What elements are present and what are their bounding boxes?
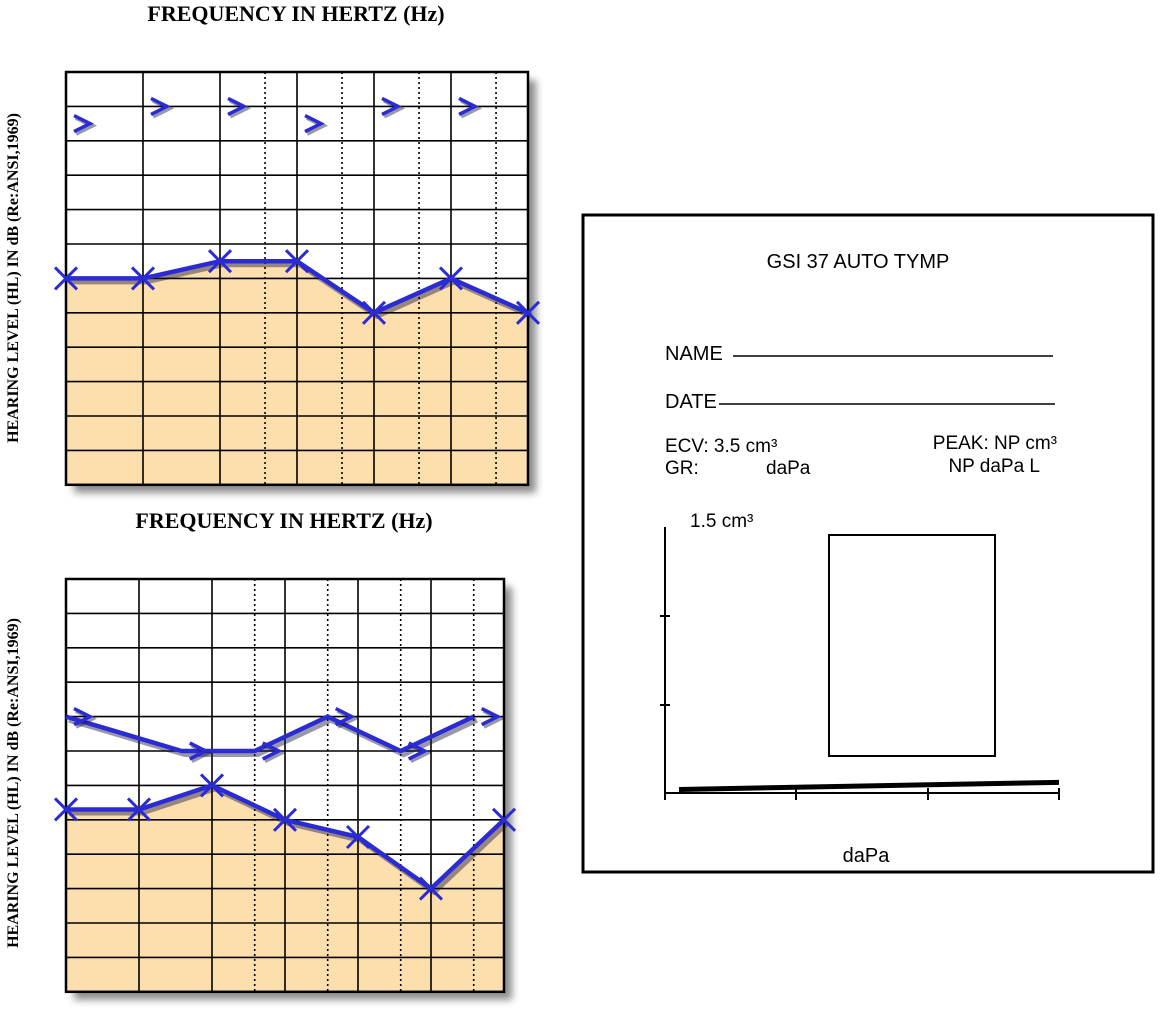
data-point-x-marker <box>418 876 444 901</box>
data-point-chevron-marker <box>73 707 94 727</box>
data-point-chevron-marker <box>458 96 479 116</box>
data-point-chevron-marker <box>188 741 210 761</box>
x-axis-label: daPa <box>843 845 891 867</box>
data-point-chevron-marker <box>304 114 325 134</box>
form-title: GSI 37 AUTO TYMP <box>767 251 950 273</box>
data-point-chevron-marker <box>381 96 402 116</box>
plot-frame <box>64 577 506 994</box>
data-point-chevron-marker <box>150 96 171 116</box>
form-border <box>581 213 1155 874</box>
data-point-chevron-marker <box>73 114 94 134</box>
series-layer <box>53 707 517 901</box>
series-layer <box>53 96 541 325</box>
date-label: DATE <box>665 391 717 413</box>
data-point-x-marker <box>284 249 310 274</box>
audiogram-bottom: FREQUENCY IN HERTZ (Hz) HEARING LEVEL (H… <box>5 508 517 1000</box>
data-point-x-marker <box>199 773 225 798</box>
gr-unit: daPa <box>766 458 811 479</box>
data-point-x-marker <box>491 807 517 832</box>
data-point-x-marker <box>515 300 541 325</box>
data-point-x-marker <box>207 249 233 274</box>
name-label: NAME <box>665 343 723 365</box>
tympanogram-form: GSI 37 AUTO TYMP NAME DATE ECV: 3.5 cm³ … <box>581 213 1155 874</box>
normal-range-box <box>828 534 996 757</box>
data-point-chevron-marker <box>334 707 356 727</box>
peak-pressure-value: NP daPa L <box>948 456 1040 477</box>
data-point-chevron-marker <box>407 741 429 761</box>
data-point-x-marker <box>130 266 156 291</box>
series-x <box>53 249 541 325</box>
trace-layer <box>678 779 1060 792</box>
series-x <box>53 773 517 901</box>
tympanogram-trace <box>678 779 1060 792</box>
data-point-x-marker <box>53 797 79 822</box>
audiogram-top: FREQUENCY IN HERTZ (Hz) HEARING LEVEL (H… <box>5 1 541 493</box>
grid <box>64 577 506 994</box>
data-point-chevron-marker <box>227 96 248 116</box>
y-axis-label: HEARING LEVEL (HL) IN dB (Re:ANSI,1969) <box>5 618 22 948</box>
series-bone-conduction <box>65 707 505 764</box>
data-point-x-marker <box>361 300 387 325</box>
data-point-x-marker <box>53 266 79 291</box>
data-point-chevron-marker <box>480 707 502 727</box>
series-bone-conduction <box>73 96 483 136</box>
audiogram-title: FREQUENCY IN HERTZ (Hz) <box>147 1 444 26</box>
peak-value: PEAK: NP cm³ <box>933 433 1057 454</box>
y-max-label: 1.5 cm³ <box>690 511 753 532</box>
data-point-x-marker <box>438 266 464 291</box>
data-point-chevron-marker <box>261 741 283 761</box>
y-axis-label: HEARING LEVEL (HL) IN dB (Re:ANSI,1969) <box>5 113 22 443</box>
data-point-x-marker <box>126 797 152 822</box>
gr-label: GR: <box>665 458 699 479</box>
data-point-x-marker <box>272 807 298 832</box>
ecv-value: ECV: 3.5 cm³ <box>665 436 777 457</box>
audiogram-title: FREQUENCY IN HERTZ (Hz) <box>135 508 432 533</box>
data-point-x-marker <box>345 824 371 850</box>
